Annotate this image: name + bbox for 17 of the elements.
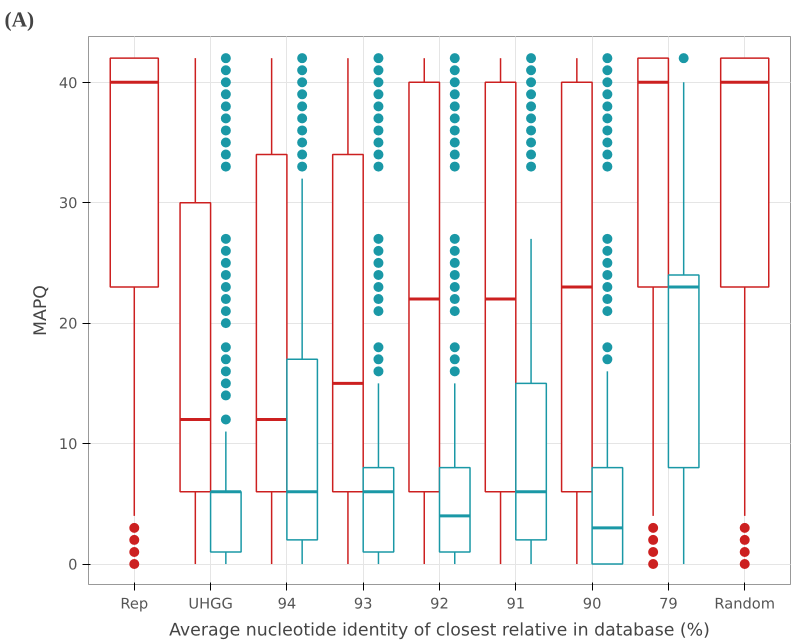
y-tick-label: 30 <box>58 195 78 212</box>
x-axis-title: Average nucleotide identity of closest relative in database (%) <box>169 620 710 640</box>
x-tick-label: 90 <box>582 596 602 612</box>
y-tick-label: 0 <box>68 556 78 574</box>
y-tick-label: 20 <box>58 316 78 333</box>
y-tick-label: 40 <box>58 74 78 92</box>
x-tick-label: UHGG <box>188 596 233 612</box>
x-tick-label: Random <box>714 596 776 612</box>
x-tick-label: 91 <box>506 596 526 612</box>
x-tick-label: 79 <box>659 596 678 612</box>
x-tick-label: 93 <box>354 596 373 612</box>
x-tick-label: 94 <box>278 596 296 612</box>
text: (A) <box>4 8 34 32</box>
y-axis-title: MAPQ <box>30 285 51 336</box>
y-tick-label: 10 <box>58 436 78 454</box>
x-tick-label: Rep <box>120 596 148 612</box>
x-tick-label: 92 <box>430 596 449 612</box>
